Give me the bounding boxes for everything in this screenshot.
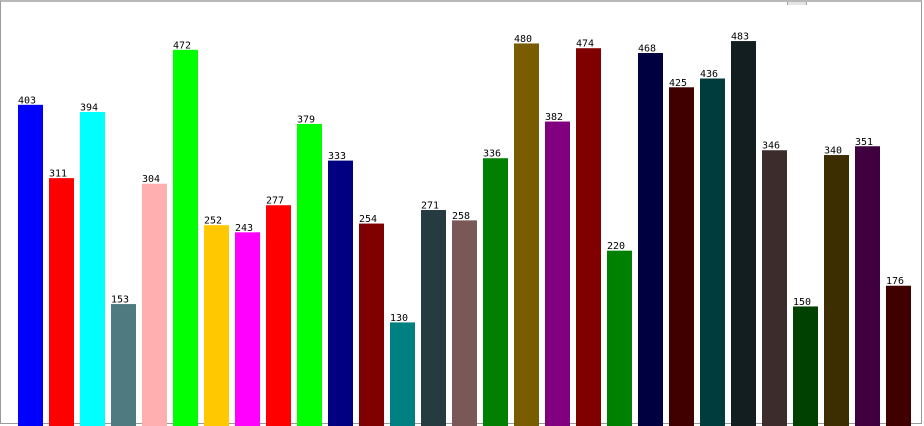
bar-18	[545, 121, 570, 426]
bar-value-label-1: 403	[18, 95, 36, 106]
bars-layer	[18, 41, 911, 426]
bar-16	[483, 158, 508, 426]
bar-26	[793, 306, 818, 426]
bar-value-label-7: 252	[204, 216, 222, 227]
bar-value-label-20: 220	[607, 241, 625, 252]
bar-1	[18, 104, 43, 426]
bar-10	[297, 123, 322, 426]
bar-value-label-10: 379	[297, 114, 315, 125]
bar-value-label-2: 311	[49, 169, 67, 180]
bar-value-label-6: 472	[173, 40, 191, 51]
bar-value-label-18: 382	[545, 112, 563, 123]
bar-value-label-17: 480	[514, 34, 532, 45]
bar-27	[824, 155, 849, 426]
window-scroll-handle[interactable]	[787, 2, 807, 5]
bar-value-label-11: 333	[328, 151, 346, 162]
bar-value-label-19: 474	[576, 39, 594, 50]
bar-12	[359, 223, 384, 426]
bar-19	[576, 48, 601, 426]
bar-value-label-21: 468	[638, 44, 656, 55]
bar-value-label-24: 483	[731, 32, 749, 43]
bar-17	[514, 43, 539, 426]
bar-14	[421, 210, 446, 426]
bar-value-label-14: 271	[421, 201, 439, 212]
bar-value-label-26: 150	[793, 297, 811, 308]
bar-24	[731, 41, 756, 426]
bar-value-label-16: 336	[483, 149, 501, 160]
bar-28	[855, 146, 880, 426]
bar-22	[669, 87, 694, 426]
bar-value-label-22: 425	[669, 78, 687, 89]
bar-15	[452, 220, 477, 426]
bar-11	[328, 160, 353, 426]
bar-4	[111, 304, 136, 426]
bar-25	[762, 150, 787, 426]
bar-value-label-28: 351	[855, 137, 873, 148]
bar-value-label-23: 436	[700, 69, 718, 80]
bar-7	[204, 225, 229, 426]
bar-value-label-13: 130	[390, 313, 408, 324]
bar-value-label-8: 243	[235, 223, 253, 234]
bar-value-label-25: 346	[762, 141, 780, 152]
bar-20	[607, 250, 632, 426]
bar-23	[700, 78, 725, 426]
bar-3	[80, 111, 105, 426]
data-labels-layer: 403 311 394 153 304 472 252 243 277 379 333 254 130 2…	[18, 32, 904, 324]
bar-value-label-3: 394	[80, 102, 98, 113]
bar-value-label-27: 340	[824, 146, 842, 157]
bar-9	[266, 205, 291, 426]
bar-value-label-15: 258	[452, 211, 470, 222]
bar-21	[638, 53, 663, 426]
bar-29	[886, 285, 911, 426]
bar-5	[142, 183, 167, 426]
bar-6	[173, 49, 198, 426]
bar-value-label-4: 153	[111, 295, 129, 306]
bar-value-label-9: 277	[266, 196, 284, 207]
bar-value-label-12: 254	[359, 214, 377, 225]
bar-value-label-5: 304	[142, 174, 160, 185]
bar-8	[235, 232, 260, 426]
bar-2	[49, 178, 74, 426]
bar-13	[390, 322, 415, 426]
bar-value-label-29: 176	[886, 276, 904, 287]
